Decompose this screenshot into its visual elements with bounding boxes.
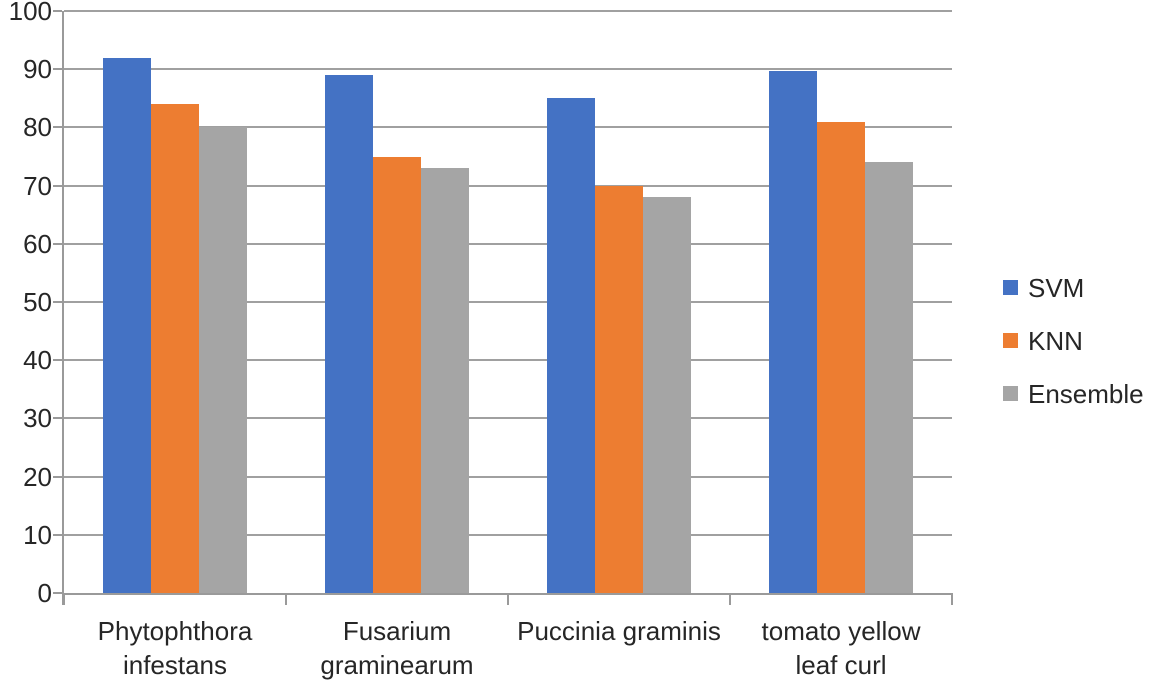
legend-label: Ensemble	[1028, 378, 1144, 409]
y-axis-tick-label: 30	[23, 403, 52, 434]
y-axis-labels: 0 10 20 30 40 50 60 70 80 90 100	[0, 0, 52, 606]
legend-item-ensemble: Ensemble	[1003, 367, 1144, 420]
legend: SVM KNN Ensemble	[1003, 261, 1144, 420]
legend-label: KNN	[1028, 325, 1083, 356]
bar-ensemble-1	[199, 127, 247, 593]
bar-svm-3	[547, 98, 595, 593]
y-axis-tick-label: 80	[23, 112, 52, 143]
y-axis-tick-label: 10	[23, 519, 52, 550]
y-axis-tick	[53, 126, 62, 129]
bar-ensemble-4	[865, 162, 913, 593]
bar-knn-1	[151, 104, 199, 593]
y-axis-tick	[53, 533, 62, 536]
bar-group	[286, 11, 508, 593]
bar-ensemble-2	[421, 168, 469, 593]
x-axis-tick	[729, 593, 731, 605]
x-axis-tick	[507, 593, 509, 605]
y-axis-tick-label: 60	[23, 228, 52, 259]
y-axis-tick	[53, 475, 62, 478]
plot-area	[53, 10, 952, 605]
y-axis-tick	[53, 68, 62, 71]
bar-ensemble-3	[643, 197, 691, 593]
gridline	[64, 359, 952, 362]
x-axis-category-label: Puccinia graminis	[517, 616, 721, 646]
gridline	[64, 475, 952, 478]
bar-group	[730, 11, 952, 593]
x-axis-category-label: Fusarium graminearum	[320, 616, 474, 680]
y-axis-tick-label: 50	[23, 287, 52, 317]
y-axis-tick-label: 40	[23, 345, 52, 376]
y-axis-tick-label: 70	[23, 170, 52, 201]
legend-swatch-icon	[1003, 386, 1018, 401]
bar-group	[508, 11, 730, 593]
legend-item-knn: KNN	[1003, 314, 1144, 367]
bar-svm-4	[769, 70, 817, 593]
x-axis-category-label: Phytophthora infestans	[97, 616, 253, 680]
gridline	[64, 68, 952, 71]
gridline	[64, 533, 952, 536]
y-axis-tick	[53, 242, 62, 245]
gridline	[64, 10, 952, 12]
y-axis-tick	[53, 184, 62, 187]
bar-svm-2	[325, 75, 373, 593]
y-axis-tick	[53, 592, 62, 594]
bar-group	[64, 11, 286, 593]
y-axis-tick	[53, 301, 62, 303]
x-axis-tick	[951, 593, 953, 605]
gridline	[64, 126, 952, 129]
legend-swatch-icon	[1003, 280, 1018, 295]
gridline	[64, 301, 952, 303]
y-axis-tick-label: 90	[23, 54, 52, 85]
gridline	[64, 184, 952, 187]
x-axis-tick	[63, 593, 65, 605]
bar-knn-4	[817, 121, 865, 593]
legend-label: SVM	[1028, 272, 1085, 303]
y-axis-tick	[53, 417, 62, 420]
y-axis-line	[62, 11, 64, 605]
gridline	[64, 417, 952, 420]
y-axis-tick-label: 0	[37, 578, 52, 608]
bar-svm-1	[103, 57, 151, 593]
bar-knn-2	[373, 156, 421, 593]
y-axis-tick-label: 100	[8, 0, 52, 26]
y-axis-tick	[53, 10, 62, 12]
legend-swatch-icon	[1003, 333, 1018, 348]
x-axis-category-label: tomato yellow leaf curl	[761, 616, 921, 680]
legend-item-svm: SVM	[1003, 261, 1144, 314]
x-axis-tick	[285, 593, 287, 605]
y-axis-tick-label: 20	[23, 461, 52, 492]
y-axis-tick	[53, 359, 62, 362]
gridline	[64, 242, 952, 245]
bar-knn-3	[595, 185, 643, 593]
